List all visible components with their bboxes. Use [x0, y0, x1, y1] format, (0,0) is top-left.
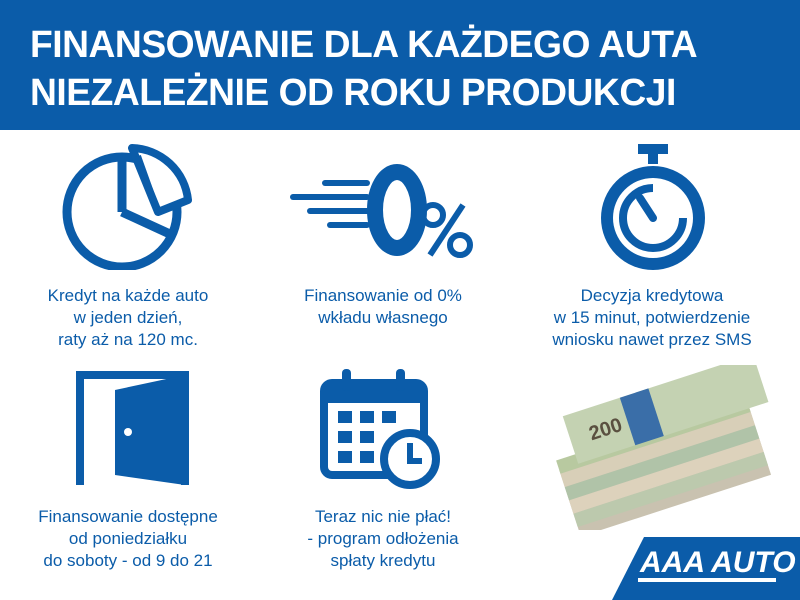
- feature-text: od poniedziałku: [68, 529, 188, 548]
- feature-text: Finansowanie dostępne: [38, 507, 218, 526]
- calendar-clock-icon: [320, 369, 440, 489]
- headline-line-1: FINANSOWANIE DLA KAŻDEGO AUTA: [30, 24, 698, 66]
- logo-underline: [638, 578, 776, 582]
- feature-text: do soboty - od 9 do 21: [43, 551, 213, 570]
- banknotes-image: 200: [556, 365, 772, 530]
- feature-text: Kredyt na każde auto: [47, 286, 209, 305]
- zero-percent-icon: [290, 164, 473, 258]
- header-banner: FINANSOWANIE DLA KAŻDEGO AUTA NIEZALEŻNI…: [0, 0, 800, 130]
- feature-text: Finansowanie od 0%: [304, 286, 462, 305]
- feature-decision: Decyzja kredytowa w 15 minut, potwierdze…: [522, 285, 782, 351]
- feature-deferral: Teraz nic nie płać! - program odłożenia …: [253, 506, 513, 572]
- feature-text: Decyzja kredytowa: [580, 286, 724, 305]
- feature-hours: Finansowanie dostępne od poniedziałku do…: [0, 506, 258, 572]
- feature-zero-down: Finansowanie od 0% wkładu własnego: [253, 285, 513, 329]
- feature-text: wkładu własnego: [318, 308, 448, 327]
- logo-box: [612, 537, 800, 600]
- feature-text: wniosku nawet przez SMS: [552, 330, 752, 349]
- stopwatch-icon: [601, 144, 705, 270]
- feature-text: w jeden dzień,: [73, 308, 183, 327]
- feature-text: Teraz nic nie płać!: [314, 507, 452, 526]
- feature-text: raty aż na 120 mc.: [58, 330, 198, 349]
- feature-text: spłaty kredytu: [330, 551, 436, 570]
- feature-text: w 15 minut, potwierdzenie: [553, 308, 751, 327]
- pie-chart-icon: [62, 144, 192, 270]
- headline-line-2: NIEZALEŻNIE OD ROKU PRODUKCJI: [30, 72, 676, 114]
- aaa-auto-logo: AAA AUTO: [640, 546, 796, 579]
- feature-text: - program odłożenia: [307, 529, 459, 548]
- feature-credit: Kredyt na każde auto w jeden dzień, raty…: [0, 285, 258, 351]
- door-icon: [76, 371, 189, 485]
